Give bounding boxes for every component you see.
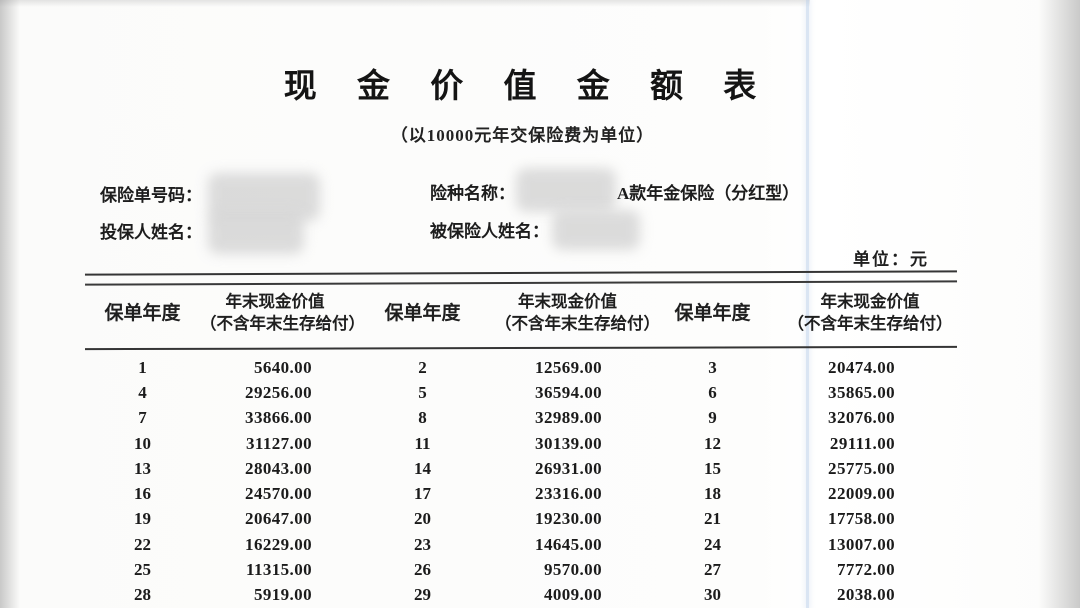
- policy-year-cell: 7: [138, 408, 147, 428]
- header-cash-value-1: 年末现金价值 （不含年末生存给付）: [200, 284, 365, 344]
- cash-value-cell: 17758.00: [828, 509, 895, 529]
- paper-crease: [806, 0, 809, 608]
- header-cash-value-3: 年末现金价值 （不含年末生存给付）: [785, 284, 955, 344]
- cash-value-cell: 30139.00: [535, 433, 602, 453]
- header-cash-value-1-line2: （不含年末生存给付）: [200, 314, 365, 333]
- cash-value-cell: 24570.00: [245, 484, 312, 504]
- policy-year-cell: 13: [134, 458, 151, 478]
- cash-value-cell: 22009.00: [828, 484, 895, 504]
- policy-year-cell: 16: [134, 484, 151, 504]
- header-cash-value-2-line1: 年末现金价值: [518, 292, 617, 311]
- cash-value-cell: 20647.00: [245, 509, 312, 529]
- scan-edge-shadow-top: [0, 0, 810, 7]
- policyholder-name-label: 投保人姓名：: [100, 223, 202, 242]
- policyholder-name-redacted: [208, 212, 304, 254]
- policy-year-cell: 20: [414, 509, 431, 529]
- cash-value-cell: 35865.00: [828, 382, 895, 402]
- policy-year-cell: 1: [138, 357, 147, 377]
- product-name-value: A款年金保险（分红型）: [617, 184, 800, 203]
- header-cash-value-2-line2: （不含年末生存给付）: [495, 314, 660, 333]
- cash-value-cell: 5640.00: [253, 357, 312, 377]
- policy-year-cell: 30: [704, 585, 721, 605]
- cash-value-cell: 36594.00: [535, 382, 602, 402]
- policy-year-cell: 2: [418, 357, 427, 377]
- cash-value-cell: 32989.00: [535, 408, 602, 428]
- table-header-border: [84, 345, 958, 351]
- unit-label: 单位：元: [853, 250, 929, 269]
- policy-year-cell: 26: [414, 560, 431, 580]
- policy-year-cell: 29: [414, 585, 431, 605]
- cash-value-cell: 29111.00: [829, 433, 895, 453]
- policy-year-cell: 9: [708, 408, 717, 428]
- policy-year-cell: 15: [704, 458, 721, 478]
- document-title: 现 金 价 值 金 额 表: [283, 69, 773, 105]
- policy-year-cell: 17: [414, 484, 431, 504]
- policy-year-cell: 22: [134, 534, 151, 554]
- policy-year-cell: 8: [418, 408, 427, 428]
- policy-year-cell: 5: [418, 382, 427, 402]
- cash-value-cell: 2038.00: [836, 585, 895, 605]
- header-policy-year-2: 保单年度: [384, 303, 461, 324]
- scan-edge-shadow-left: [0, 0, 20, 608]
- cash-value-cell: 20474.00: [828, 357, 895, 377]
- policy-year-cell: 24: [704, 534, 721, 554]
- scan-edge-shadow-right: [1038, 0, 1080, 608]
- document-subtitle: （以10000元年交保险费为单位）: [390, 126, 655, 145]
- header-cash-value-1-line1: 年末现金价值: [225, 292, 325, 311]
- cash-value-cell: 32076.00: [828, 408, 895, 428]
- cash-value-cell: 4009.00: [543, 585, 602, 605]
- cash-value-cell: 33866.00: [245, 408, 312, 428]
- cash-value-cell: 11315.00: [245, 560, 312, 580]
- header-cash-value-2: 年末现金价值 （不含年末生存给付）: [495, 284, 660, 344]
- cash-value-cell: 14645.00: [535, 534, 602, 554]
- cash-value-table-body: 1 5640.00 2 12569.00 3 20474.00 4 29256.…: [85, 355, 955, 608]
- policy-year-cell: 21: [704, 509, 721, 529]
- policy-year-cell: 28: [134, 585, 151, 605]
- policy-year-cell: 14: [414, 458, 431, 478]
- cash-value-cell: 25775.00: [828, 458, 895, 478]
- insured-name-redacted: [552, 210, 640, 250]
- cash-value-cell: 26931.00: [535, 458, 602, 478]
- policy-year-cell: 23: [414, 534, 431, 554]
- cash-value-cell: 29256.00: [245, 382, 312, 402]
- policy-year-cell: 19: [134, 509, 151, 529]
- policy-year-cell: 4: [138, 382, 147, 402]
- policy-year-cell: 12: [704, 433, 721, 453]
- cash-value-cell: 28043.00: [245, 458, 312, 478]
- header-cash-value-3-line2: （不含年末生存给付）: [787, 314, 953, 333]
- policy-year-cell: 3: [708, 357, 717, 377]
- cash-value-cell: 23316.00: [535, 484, 602, 504]
- product-name-label: 险种名称：: [430, 184, 515, 203]
- cash-value-cell: 7772.00: [836, 560, 895, 580]
- cash-value-cell: 13007.00: [828, 534, 895, 554]
- policy-year-cell: 18: [704, 484, 721, 504]
- policy-year-cell: 27: [704, 560, 721, 580]
- policy-number-label: 保险单号码：: [100, 186, 202, 205]
- policy-year-cell: 6: [708, 382, 717, 402]
- cash-value-cell: 9570.00: [543, 560, 602, 580]
- policy-year-cell: 10: [134, 433, 151, 453]
- cash-value-cell: 31127.00: [245, 433, 312, 453]
- cash-value-cell: 19230.00: [535, 509, 602, 529]
- cash-value-cell: 12569.00: [535, 357, 602, 377]
- policy-year-cell: 11: [414, 433, 431, 453]
- header-cash-value-3-line1: 年末现金价值: [820, 292, 920, 311]
- policy-year-cell: 25: [134, 560, 151, 580]
- product-name-redacted: [516, 168, 616, 212]
- header-policy-year-3: 保单年度: [674, 303, 751, 324]
- insured-name-label: 被保险人姓名：: [430, 222, 549, 241]
- header-policy-year-1: 保单年度: [104, 303, 181, 324]
- table-header-row: 保单年度 年末现金价值 （不含年末生存给付） 保单年度 年末现金价值 （不含年末…: [85, 284, 955, 344]
- cash-value-cell: 16229.00: [245, 534, 312, 554]
- cash-value-cell: 5919.00: [253, 585, 312, 605]
